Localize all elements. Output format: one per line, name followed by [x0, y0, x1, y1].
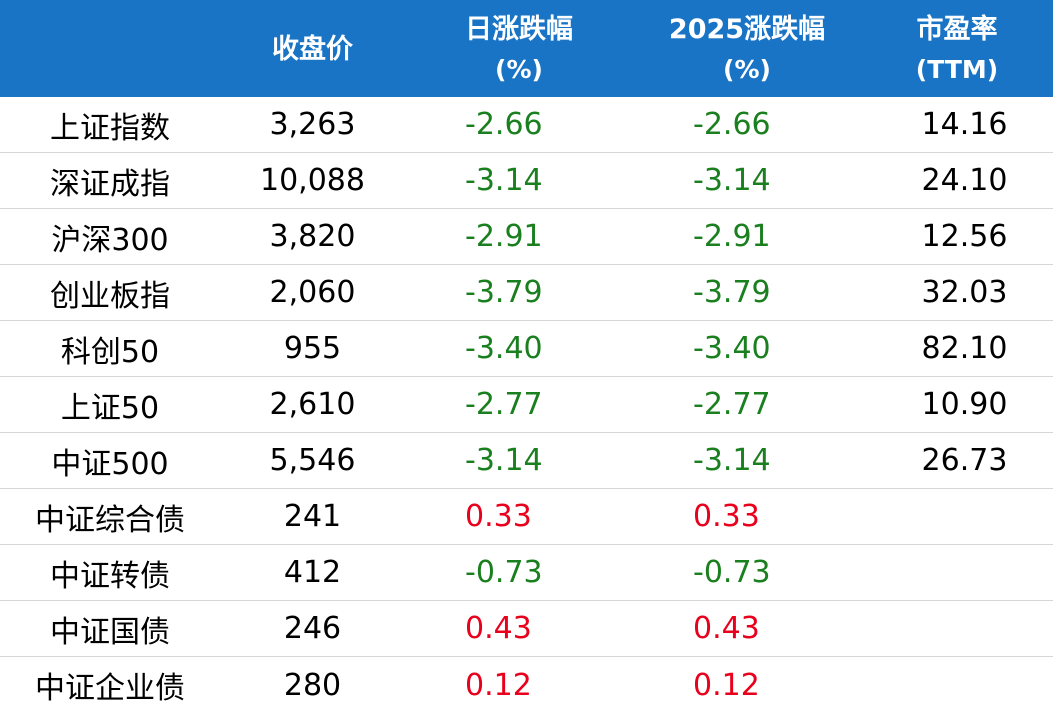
ytd-change-cell: 0.12: [693, 667, 760, 703]
pe-ratio-cell: [861, 657, 1053, 713]
table-row: 深证成指 10,088 -3.14 -3.14 24.10: [0, 153, 1053, 209]
header-close-column: 收盘价: [220, 0, 405, 97]
close-price-cell: 10,088: [260, 163, 365, 198]
day-change-cell: -3.40: [465, 331, 543, 366]
table-row: 中证国债 246 0.43 0.43: [0, 601, 1053, 657]
header-ytd-change-column: 2025涨跌幅 (%): [633, 0, 861, 97]
table-row: 中证企业债 280 0.12 0.12: [0, 657, 1053, 713]
day-change-cell: -3.79: [465, 275, 543, 310]
close-price-cell: 5,546: [269, 443, 356, 478]
pe-ratio-cell: 14.16: [921, 107, 1008, 142]
pe-ratio-cell: [861, 601, 1053, 656]
pe-ratio-cell: 32.03: [921, 275, 1008, 310]
close-price-cell: 3,263: [269, 107, 356, 142]
pe-ratio-cell: 24.10: [921, 163, 1008, 198]
index-name-cell: 中证转债: [50, 558, 170, 594]
index-name-cell: 创业板指: [50, 278, 170, 314]
header-day-change-column: 日涨跌幅 (%): [405, 0, 633, 97]
index-name-cell: 上证指数: [50, 110, 170, 146]
index-name-cell: 中证综合债: [35, 502, 185, 538]
index-name-cell: 中证企业债: [35, 671, 185, 706]
ytd-change-cell: 0.43: [693, 611, 760, 646]
pe-ratio-cell: [861, 489, 1053, 544]
header-day-change-label: 日涨跌幅: [465, 13, 573, 45]
day-change-cell: 0.43: [465, 611, 532, 646]
header-pe-label: 市盈率: [916, 13, 998, 45]
ytd-change-cell: -3.14: [693, 443, 771, 478]
ytd-change-cell: -3.79: [693, 275, 771, 310]
header-day-change-unit: (%): [495, 54, 543, 84]
ytd-change-cell: -0.73: [693, 555, 771, 590]
table-row: 沪深300 3,820 -2.91 -2.91 12.56: [0, 209, 1053, 265]
header-pe-column: 市盈率 (TTM): [861, 0, 1053, 97]
ytd-change-cell: 0.33: [693, 499, 760, 534]
close-price-cell: 246: [283, 611, 342, 646]
day-change-cell: 0.33: [465, 499, 532, 534]
pe-ratio-cell: 12.56: [921, 219, 1008, 254]
table-row: 创业板指 2,060 -3.79 -3.79 32.03: [0, 265, 1053, 321]
day-change-cell: 0.12: [465, 667, 532, 703]
ytd-change-cell: -3.14: [693, 163, 771, 198]
index-name-cell: 上证50: [60, 390, 160, 426]
index-name-cell: 中证500: [51, 446, 169, 482]
close-price-cell: 412: [283, 555, 342, 590]
close-price-cell: 955: [283, 331, 342, 366]
table-header: 收盘价 日涨跌幅 (%) 2025涨跌幅 (%) 市盈率 (TTM): [0, 0, 1053, 97]
header-pe-unit: (TTM): [915, 54, 999, 84]
header-close-label: 收盘价: [272, 33, 353, 65]
table-row: 科创50 955 -3.40 -3.40 82.10: [0, 321, 1053, 377]
table-body: 上证指数 3,263 -2.66 -2.66 14.16 深证成指 10,088 -3.14 -…: [0, 97, 1053, 713]
table-row: 中证500 5,546 -3.14 -3.14 26.73: [0, 433, 1053, 489]
header-ytd-change-label: 2025涨跌幅: [668, 13, 826, 45]
table-row: 上证50 2,610 -2.77 -2.77 10.90: [0, 377, 1053, 433]
index-name-cell: 深证成指: [50, 166, 170, 202]
close-price-cell: 280: [283, 667, 342, 703]
day-change-cell: -3.14: [465, 443, 543, 478]
close-price-cell: 2,610: [269, 387, 356, 422]
index-name-cell: 沪深300: [51, 222, 169, 258]
day-change-cell: -0.73: [465, 555, 543, 590]
header-name-column: [0, 0, 220, 97]
ytd-change-cell: -2.77: [693, 387, 771, 422]
table-row: 中证转债 412 -0.73 -0.73: [0, 545, 1053, 601]
header-ytd-change-unit: (%): [723, 54, 771, 84]
ytd-change-cell: -3.40: [693, 331, 771, 366]
day-change-cell: -3.14: [465, 163, 543, 198]
ytd-change-cell: -2.91: [693, 219, 771, 254]
close-price-cell: 241: [283, 499, 342, 534]
close-price-cell: 3,820: [269, 219, 356, 254]
pe-ratio-cell: [861, 545, 1053, 600]
index-name-cell: 科创50: [60, 334, 160, 370]
ytd-change-cell: -2.66: [693, 107, 771, 142]
close-price-cell: 2,060: [269, 275, 356, 310]
pe-ratio-cell: 26.73: [921, 443, 1008, 478]
index-name-cell: 中证国债: [50, 614, 170, 650]
pe-ratio-cell: 82.10: [921, 331, 1008, 366]
day-change-cell: -2.77: [465, 387, 543, 422]
table-row: 中证综合债 241 0.33 0.33: [0, 489, 1053, 545]
day-change-cell: -2.66: [465, 107, 543, 142]
day-change-cell: -2.91: [465, 219, 543, 254]
pe-ratio-cell: 10.90: [921, 387, 1008, 422]
table-row: 上证指数 3,263 -2.66 -2.66 14.16: [0, 97, 1053, 153]
